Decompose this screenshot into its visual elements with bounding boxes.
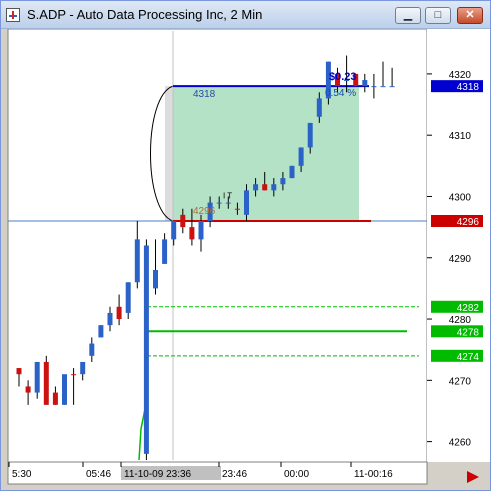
candle-body: [244, 190, 249, 215]
price-label-box-4296: [431, 214, 483, 227]
price-axis: [427, 29, 490, 462]
candle-body: [253, 184, 259, 191]
measure-box-group: [150, 31, 359, 460]
measure-box: [173, 86, 359, 221]
candle-body: [380, 86, 386, 88]
candle-body: [207, 202, 213, 221]
candle-body: [362, 80, 368, 87]
candle-body: [371, 86, 377, 88]
candle-body: [180, 214, 186, 228]
measure-top-label: 4318: [193, 89, 216, 100]
candle-body: [280, 178, 286, 185]
candle-body: [43, 361, 49, 405]
candle-body: [62, 374, 67, 405]
price-label-box-4282: [431, 300, 483, 313]
price-label-4318: 4318: [457, 82, 480, 93]
close-button[interactable]: ✕: [457, 7, 483, 24]
candles: [16, 55, 395, 460]
price-label-4296: 4296: [457, 217, 480, 228]
change-percent: 0.54 %: [325, 88, 356, 99]
y-tick-label: 4280: [449, 315, 472, 326]
time-axis-ticks: 5:30 05:46 11-10-09 23:36 23:46 00:00 11-00:1…: [8, 462, 393, 480]
x-tick-label: 11-10-09 23:36: [124, 469, 192, 480]
x-tick-label: 05:46: [86, 469, 111, 480]
window-title: S.ADP - Auto Data Processing Inc, 2 Min: [27, 7, 263, 22]
maximize-button[interactable]: □: [425, 7, 451, 24]
scroll-right-arrow[interactable]: [467, 471, 479, 483]
y-tick-label: 4320: [449, 70, 472, 81]
candle-body: [262, 184, 268, 191]
right-arrow-icon: [467, 471, 479, 483]
candle-body: [16, 368, 22, 375]
candle-body: [71, 374, 77, 376]
small-annotation: I T: [223, 191, 232, 200]
candle-body: [171, 220, 177, 240]
candle-body: [198, 220, 204, 240]
x-tick-label: 11-00:16: [354, 469, 393, 480]
candle-body: [307, 122, 313, 148]
candle-body: [134, 239, 140, 283]
candle-body: [153, 270, 158, 289]
candle-body: [25, 386, 31, 393]
price-label-box-4318: [431, 80, 483, 93]
y-tick-label: 4310: [449, 131, 472, 142]
candle-body: [234, 208, 240, 210]
candle-body: [107, 312, 113, 326]
candle-body: [143, 245, 149, 454]
candle-body: [216, 202, 222, 204]
candle-body: [52, 392, 58, 405]
minimize-icon: ▁: [403, 9, 413, 21]
candle-body: [189, 227, 195, 240]
candle-body: [34, 361, 40, 393]
price-label-4274: 4274: [457, 352, 480, 363]
candle-body: [325, 61, 331, 99]
candle-body: [344, 80, 350, 82]
x-tick-label-highlight: [121, 466, 221, 480]
minimize-button[interactable]: ▁: [395, 7, 421, 24]
candle-body: [98, 325, 104, 338]
price-label-4278: 4278: [457, 327, 480, 338]
y-tick-label: 4300: [449, 192, 472, 203]
candle-body: [298, 147, 304, 166]
title-bar[interactable]: S.ADP - Auto Data Processing Inc, 2 Min …: [1, 1, 490, 29]
measure-bracket: [150, 85, 174, 222]
y-tick-label: 4260: [449, 438, 472, 449]
y-tick-label: 4290: [449, 254, 472, 265]
candle-body: [353, 73, 359, 87]
candle-body: [335, 73, 340, 87]
price-label-box-4274: [431, 349, 483, 362]
x-tick-label: 00:00: [284, 469, 309, 480]
x-tick-label: 23:46: [222, 469, 247, 480]
candle-body: [389, 86, 395, 88]
x-tick-label: 5:30: [12, 469, 32, 480]
measure-bottom-label: 4296: [193, 206, 216, 217]
y-tick-label: 4270: [449, 376, 472, 387]
candle-body: [289, 165, 295, 179]
price-axis-ticks: 4260 4270 4280 4290 4300 4310 4320: [427, 70, 471, 449]
price-levels: 4318 4296 4282 4278 4274: [8, 80, 483, 461]
candle-body: [125, 282, 131, 313]
close-icon: ✕: [465, 9, 475, 21]
maximize-icon: □: [434, 9, 442, 21]
candle-body: [80, 361, 86, 375]
candle-body: [116, 306, 122, 320]
candle-body: [225, 202, 231, 204]
measure-annotations: 4318 4296 $0.23 0.54 % I T: [193, 71, 357, 217]
price-label-box-4278: [431, 325, 483, 338]
candle-body: [89, 343, 95, 356]
price-label-4282: 4282: [457, 303, 480, 314]
candle-body: [316, 98, 322, 117]
change-value: $0.23: [329, 71, 357, 83]
candle-body: [271, 184, 277, 191]
app-icon: [6, 8, 20, 22]
candle-body: [162, 239, 168, 264]
candlestick-chart[interactable]: 4318 4296 4282 4278 4274 4260 4270 4280 4290 430…: [1, 29, 490, 490]
